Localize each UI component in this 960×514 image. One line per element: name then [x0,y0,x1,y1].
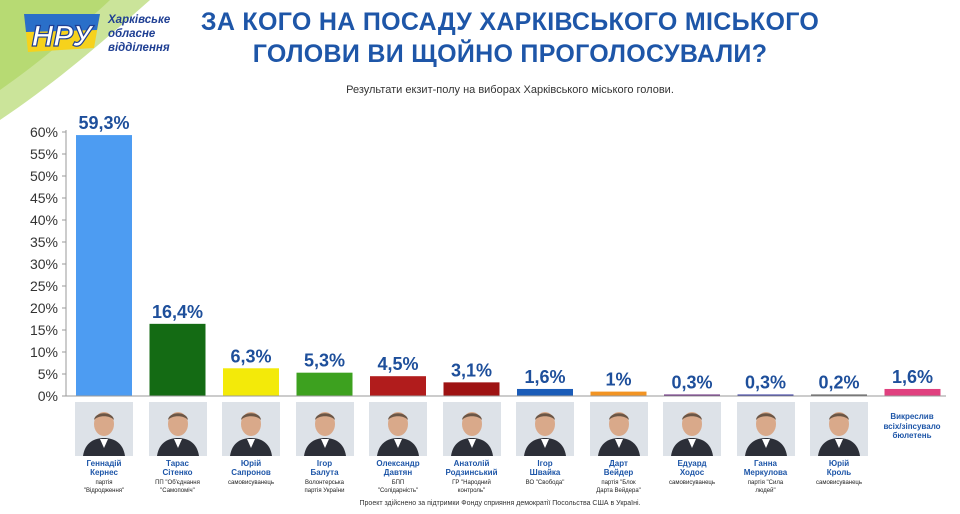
logo-text-line3: відділення [108,42,170,54]
candidate-name: Юрій Сапронов [231,459,271,477]
logo-text-line2: обласне [108,28,156,40]
bar-value-label: 0,2% [818,373,859,393]
y-tick-label: 5% [38,366,58,382]
bar [664,394,720,396]
candidate-photo [663,402,721,456]
logo: НРУ Харківське обласне відділення [22,8,170,64]
candidate-party: ПП "Об'єднання "Самопоміч" [155,480,200,494]
candidate-photo [736,402,795,456]
bar [296,372,353,396]
candidate-name: Анатолій Родзинський [445,459,498,477]
logo-text-line1: Харківське [108,14,171,26]
bar [223,368,279,396]
candidate-card: Геннадій Кернес партія "Відродження" [71,402,137,495]
y-tick-label: 10% [30,344,58,360]
bar [737,394,794,396]
candidate-party: партія "Блок Дарта Вейдера" [596,480,641,494]
y-tick-label: 20% [30,300,58,316]
y-tick-label: 60% [30,124,58,140]
candidate-photo [442,402,501,456]
y-tick-label: 35% [30,234,58,250]
chart-subtitle: Результати екзит-полу на виборах Харківс… [346,84,674,96]
candidate-party: самовисуванець [668,480,715,486]
candidate-party: самовисуванець [815,480,862,486]
bar-value-label: 0,3% [671,373,712,393]
candidate-photo [810,402,868,456]
candidate-card: Едуард Ходос самовисуванець [659,402,725,488]
candidate-photo [148,402,207,456]
y-tick-label: 55% [30,146,58,162]
candidate-party: БПП "Солідарність" [377,480,419,494]
candidate-name: Дарт Вейдер [603,459,634,477]
candidate-party: партія "Відродження" [83,480,125,494]
candidate-card: Юрій Кроль самовисуванець [806,402,872,488]
candidate-card: Тарас Сітенко ПП "Об'єднання "Самопоміч" [145,402,211,495]
spoiled-ballot-label: Викреслив всіх/зіпсувало бюлетень [883,412,941,440]
bar-value-label: 3,1% [451,360,492,380]
candidate-photo [516,402,574,456]
bar-value-label: 1% [605,370,631,390]
bar [590,391,647,396]
bar-value-label: 1,6% [524,367,565,387]
bar [811,394,867,396]
candidate-card: Ігор Швайка ВО "Свобода" [512,402,578,488]
logo-mark: НРУ [32,20,96,53]
bar [370,376,426,396]
y-tick-label: 0% [38,388,58,404]
candidate-card: Олександр Давтян БПП "Солідарність" [365,402,431,495]
bar [517,388,573,396]
candidate-card: Ігор Балута Волонтерська партія України [292,402,358,495]
candidate-photo [75,402,133,456]
footer-note: Проект здійснено за підтримки Фонду спри… [359,500,641,507]
candidate-party: самовисуванець [227,480,274,486]
candidate-card: Юрій Сапронов самовисуванець [218,402,284,488]
candidate-name: Едуард Ходос [677,459,707,477]
bar-value-label: 0,3% [745,373,786,393]
candidate-party: Волонтерська партія України [304,480,345,494]
candidate-name: Ігор Балута [310,459,339,477]
y-tick-label: 45% [30,190,58,206]
candidate-card: Анатолій Родзинський ГР "Народний контрол… [439,402,505,495]
logo-emblem: НРУ [24,14,100,54]
candidate-party: ВО "Свобода" [525,480,565,486]
candidate-name: Геннадій Кернес [86,459,122,477]
candidate-card: Ганна Меркулова партія "Сила людей" [733,402,799,495]
candidate-name: Ганна Меркулова [743,459,788,477]
bar-value-label: 16,4% [152,302,203,322]
y-tick-label: 30% [30,256,58,272]
page-title-line1: ЗА КОГО НА ПОСАДУ ХАРКІВСЬКОГО МІСЬКОГО [200,8,820,36]
candidate-name: Тарас Сітенко [162,459,193,477]
candidate-photo [589,402,648,456]
candidate-name: Олександр Давтян [376,459,420,477]
bar-value-label: 1,6% [892,367,933,387]
candidate-name: Юрій Кроль [826,459,852,477]
bar [443,382,500,396]
candidate-photo [222,402,280,456]
candidate-card: Дарт Вейдер партія "Блок Дарта Вейдера" [586,402,652,495]
candidate-party: партія "Сила людей" [747,480,784,494]
bar-value-label: 4,5% [377,354,418,374]
page-title-line2: ГОЛОВИ ВИ ЩОЙНО ПРОГОЛОСУВАЛИ? [252,40,768,68]
y-tick-label: 40% [30,212,58,228]
bar [149,323,206,396]
y-tick-label: 15% [30,322,58,338]
bar-value-label: 5,3% [304,351,345,371]
candidate-party: ГР "Народний контроль" [452,480,491,494]
y-tick-label: 25% [30,278,58,294]
y-tick-label: 50% [30,168,58,184]
bar-value-label: 6,3% [230,346,271,366]
candidate-name: Ігор Швайка [529,459,561,477]
bar [884,388,941,396]
candidate-photo [295,402,354,456]
candidate-photo [369,402,427,456]
bar-value-label: 59,3% [78,113,129,133]
bar [76,135,132,396]
